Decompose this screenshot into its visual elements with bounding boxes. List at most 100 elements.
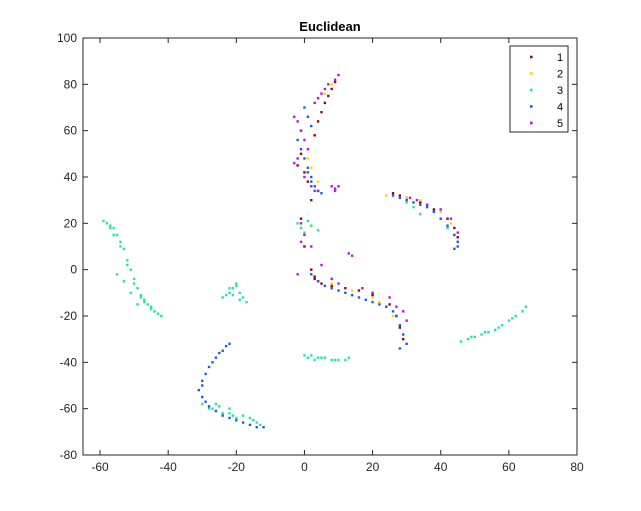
data-point <box>310 224 313 227</box>
data-point <box>255 426 258 429</box>
data-point <box>153 310 156 313</box>
data-point <box>337 282 340 285</box>
data-point <box>425 205 429 209</box>
data-point <box>361 287 364 290</box>
y-tick-label: -60 <box>60 402 78 416</box>
legend-box <box>509 45 569 133</box>
data-point <box>149 305 153 308</box>
data-point <box>395 314 398 318</box>
data-point <box>405 201 408 204</box>
data-point <box>303 233 306 237</box>
data-point <box>303 157 306 160</box>
data-point <box>371 296 374 299</box>
data-point <box>446 226 449 230</box>
data-point <box>102 219 105 223</box>
data-point <box>310 124 313 128</box>
data-point <box>231 293 235 297</box>
legend-entries: 1 2 3 4 5 <box>530 52 563 130</box>
data-point <box>524 305 528 308</box>
data-point <box>316 120 320 123</box>
data-point <box>391 192 395 195</box>
data-point <box>327 94 330 98</box>
data-point <box>333 78 337 81</box>
data-point <box>494 328 497 332</box>
x-tick-label: 80 <box>570 460 584 474</box>
data-point <box>316 97 320 100</box>
data-point <box>466 337 470 341</box>
data-point <box>201 384 204 387</box>
data-point <box>497 326 500 329</box>
data-point <box>344 287 347 290</box>
data-point <box>439 210 442 213</box>
legend-label: 2 <box>557 69 563 81</box>
points-layer <box>102 73 528 429</box>
y-tick-label: -80 <box>60 448 78 462</box>
data-point <box>299 152 303 156</box>
data-point <box>146 303 149 306</box>
data-point <box>310 198 313 202</box>
data-point <box>160 314 163 318</box>
data-point <box>449 217 453 220</box>
data-point <box>224 344 228 348</box>
data-point <box>432 210 436 213</box>
data-point <box>337 289 340 292</box>
legend-label: 4 <box>557 102 563 114</box>
data-point <box>204 400 207 403</box>
data-point <box>248 423 252 427</box>
data-point <box>439 208 442 211</box>
legend-marker <box>530 121 533 125</box>
data-point <box>483 331 487 334</box>
legend-marker <box>530 55 533 59</box>
data-point <box>453 226 456 230</box>
data-point <box>320 356 323 359</box>
data-point <box>221 414 224 417</box>
data-point <box>330 287 333 290</box>
y-tick-label: 60 <box>64 124 78 138</box>
legend-label: 5 <box>557 118 563 130</box>
data-point <box>347 356 350 359</box>
data-point <box>296 138 299 142</box>
data-point <box>105 222 109 225</box>
data-point <box>405 319 408 322</box>
data-point <box>364 298 367 301</box>
data-point <box>303 171 306 174</box>
data-point <box>500 324 504 327</box>
data-point <box>446 217 449 220</box>
data-point <box>323 87 327 91</box>
data-point <box>306 166 310 169</box>
legend-label: 1 <box>557 52 563 64</box>
data-point <box>313 189 316 193</box>
data-point <box>313 134 316 137</box>
data-point <box>207 407 211 410</box>
data-point <box>139 296 143 299</box>
data-point <box>320 263 323 267</box>
data-point <box>310 354 313 357</box>
data-point <box>207 365 211 369</box>
data-point <box>330 83 333 86</box>
data-point <box>449 222 453 225</box>
data-point <box>214 356 218 359</box>
data-point <box>211 361 214 364</box>
data-point <box>115 233 119 237</box>
data-point <box>299 148 303 151</box>
data-point <box>511 317 514 320</box>
x-tick-label: -40 <box>160 460 178 474</box>
data-point <box>228 287 231 290</box>
data-point <box>398 324 402 327</box>
y-tick-label: -20 <box>60 309 78 323</box>
data-point <box>398 326 402 329</box>
data-point <box>330 185 333 188</box>
legend-marker <box>530 72 533 75</box>
x-tick-label: 60 <box>502 460 516 474</box>
data-point <box>388 303 391 306</box>
data-point <box>419 212 422 216</box>
data-point <box>231 414 235 417</box>
data-point <box>333 358 337 362</box>
data-point <box>303 175 306 179</box>
data-point <box>221 412 224 415</box>
data-point <box>408 196 412 200</box>
data-point <box>313 277 316 281</box>
data-point <box>316 229 320 232</box>
y-tick-label: 80 <box>64 77 78 91</box>
data-point <box>432 208 436 211</box>
